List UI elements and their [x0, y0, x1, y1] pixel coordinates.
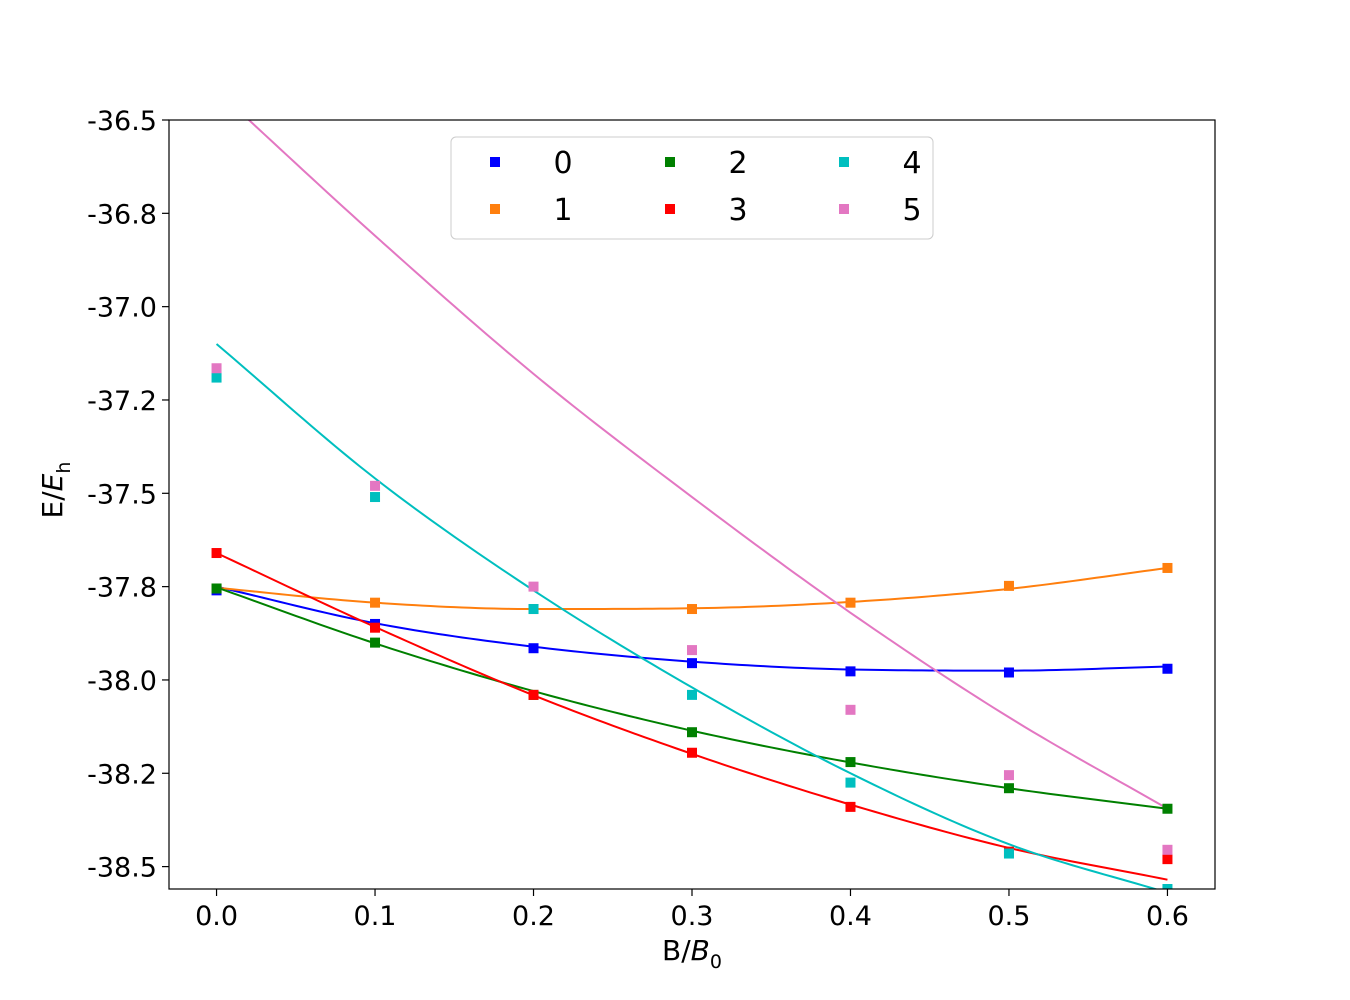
point-5: [370, 480, 381, 491]
point-1: [370, 597, 381, 608]
x-tick-label: 0.4: [829, 901, 872, 932]
y-axis: -36.5 -36.8 -37.0 -37.2 -37.5 -37.8 -38.0 -38.2…: [87, 106, 169, 884]
x-axis: 0.0 0.1 0.2 0.3 0.4 0.5 0.6: [195, 889, 1189, 932]
point-2: [1003, 783, 1014, 794]
x-tick-label: 0.3: [671, 901, 714, 932]
legend-label-1: 1: [553, 193, 572, 228]
x-tick-label: 0.2: [512, 901, 555, 932]
fit-line-4: [215, 343, 1159, 889]
y-tick-label: -36.8: [87, 199, 157, 230]
y-tick-label: -37.0: [87, 293, 157, 324]
point-3: [211, 548, 222, 559]
point-0: [528, 643, 539, 654]
x-tick-label: 0.0: [195, 901, 238, 932]
y-tick-label: -38.0: [87, 666, 157, 697]
point-4: [687, 689, 697, 700]
y-tick-label: -37.2: [87, 386, 157, 417]
point-5: [528, 581, 539, 592]
point-3: [687, 747, 697, 758]
legend-marker-3: [665, 204, 675, 214]
legend-label-0: 0: [553, 146, 572, 181]
legend-label-3: 3: [728, 193, 747, 228]
point-0: [1003, 667, 1014, 678]
x-tick-label: 0.6: [1146, 901, 1189, 932]
y-tick-label: -38.2: [87, 759, 157, 790]
point-2: [845, 757, 856, 768]
legend-label-2: 2: [728, 146, 747, 181]
y-tick-label: -38.5: [87, 853, 157, 884]
point-3: [370, 622, 381, 633]
x-axis-label: B/B0: [662, 934, 722, 973]
point-4: [211, 372, 222, 383]
point-5: [1003, 770, 1014, 781]
point-4: [845, 777, 856, 788]
fit-line-0: [216, 585, 1168, 672]
legend-label-4: 4: [902, 146, 921, 181]
y-axis-label: E/Eh: [36, 462, 75, 519]
y-tick-label: -37.5: [87, 479, 157, 510]
point-0: [1162, 663, 1173, 674]
point-4: [370, 492, 381, 503]
legend-label-5: 5: [902, 193, 921, 228]
point-3: [845, 801, 856, 812]
data-markers: [211, 363, 1173, 889]
legend-box: [450, 136, 934, 240]
point-5: [1162, 844, 1173, 855]
point-0: [845, 666, 856, 677]
point-3: [528, 689, 539, 700]
legend-marker-0: [490, 157, 500, 167]
point-5: [211, 363, 222, 374]
point-2: [687, 727, 697, 738]
legend-marker-1: [490, 204, 500, 214]
point-0: [687, 658, 697, 669]
point-1: [1162, 562, 1173, 573]
fit-line-1: [216, 566, 1168, 611]
point-4: [1003, 848, 1014, 859]
point-1: [1003, 580, 1014, 591]
point-1: [687, 604, 697, 615]
y-tick-label: -36.5: [87, 106, 157, 137]
y-tick-label: -37.8: [87, 573, 157, 604]
point-4: [528, 604, 539, 615]
point-5: [845, 704, 856, 715]
point-4: [1162, 884, 1173, 889]
legend-marker-2: [665, 157, 675, 167]
x-tick-label: 0.5: [987, 901, 1030, 932]
legend: 0 1 2 3 4 5: [450, 136, 934, 240]
point-1: [845, 597, 856, 608]
legend-marker-5: [839, 204, 849, 214]
fit-line-5: [247, 120, 1168, 810]
point-2: [1162, 803, 1173, 814]
point-2: [370, 637, 381, 648]
legend-marker-4: [839, 157, 849, 167]
point-2: [211, 583, 222, 594]
x-tick-label: 0.1: [354, 901, 397, 932]
point-5: [687, 645, 697, 656]
point-3: [1162, 854, 1173, 865]
